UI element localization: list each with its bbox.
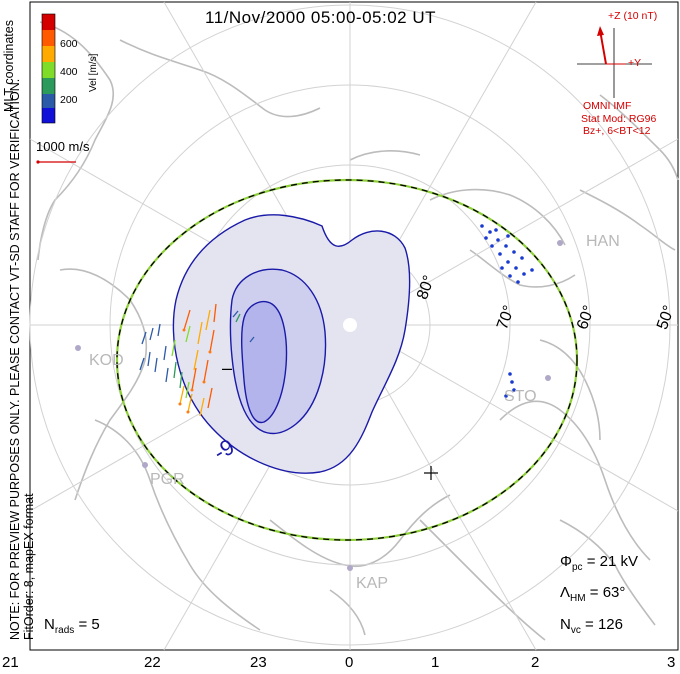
stat-potential-symbol: Φ [560,553,572,570]
stat-hmb-symbol: Λ [560,584,571,601]
mlt-tick-3: 3 [667,654,676,671]
imf-model-line2: Bz+, 6<BT<12 [583,125,651,137]
station-kod: KOD [89,352,124,369]
colorbar [41,13,56,124]
stat-potential-value: = 21 kV [586,553,638,570]
stat-nrads-value: = 5 [78,616,100,633]
imf-y-label: +Y [628,57,642,69]
stat-nrads-symbol: N [44,616,55,633]
preview-note-line-2: FitOrder: 8, mapEX format [22,493,36,640]
station-markers [75,240,563,571]
station-kap: KAP [356,575,389,592]
stat-hmb-latitude: ΛHM = 63° [560,584,625,604]
station-han: HAN [586,233,620,250]
stat-nvc-symbol: N [560,616,571,633]
stat-nvc: Nvc = 126 [560,616,623,636]
colorbar-tick-600: 600 [60,38,78,50]
station-pgr: PGR [150,471,185,488]
colorbar-segment [42,30,55,46]
imf-z-label: +Z (10 nT) [608,10,658,22]
preview-note-line-1: NOTE: FOR PREVIEW PURPOSES ONLY. PLEASE … [8,78,22,640]
mlt-tick-23: 23 [250,654,267,671]
map-title: 11/Nov/2000 05:00-05:02 UT [205,8,436,27]
stat-hmb-sub: HM [570,593,586,604]
hmb-boundary [116,179,578,541]
colorbar-tick-400: 400 [60,66,78,78]
imf-clock [577,26,652,98]
mlt-tick-2: 2 [531,654,540,671]
colorbar-segment [42,14,55,30]
mlt-tick-1: 1 [431,654,440,671]
station-sto: STO [504,388,537,405]
stat-nrads-sub: rads [54,625,75,636]
stat-potential-sub: pc [571,562,583,573]
scale-vector [36,160,76,164]
contour-inner [241,300,288,424]
contour-label-neg: – [222,358,232,378]
colorbar-segment [42,108,55,123]
colorbar-segment [42,78,55,94]
scale-vector-label: 1000 m/s [36,139,90,154]
imf-source: OMNI IMF [583,100,632,112]
colorbar-segment [42,46,55,62]
colorbar-title: Vel [m/s] [88,53,99,92]
stat-hmb-value: = 63° [589,584,626,601]
stat-potential: Φpc = 21 kV [560,553,638,573]
stat-nvc-sub: vc [570,625,581,636]
colorbar-segment [42,62,55,78]
potential-contours [172,214,411,474]
velocity-vectors [139,224,534,417]
colorbar-tick-200: 200 [60,94,78,106]
stat-nrads: Nrads = 5 [44,616,100,636]
mlt-tick-22: 22 [144,654,161,671]
mlt-tick-0: 0 [345,654,354,671]
mlt-tick-21: 21 [2,654,19,671]
imf-model-line1: Stat Mod: RG96 [581,113,657,125]
pole-marker [343,318,357,332]
stat-nvc-value: = 126 [585,616,623,633]
preview-note: NOTE: FOR PREVIEW PURPOSES ONLY. PLEASE … [8,79,36,640]
cross-marker [424,466,438,480]
colorbar-segment [42,94,55,108]
